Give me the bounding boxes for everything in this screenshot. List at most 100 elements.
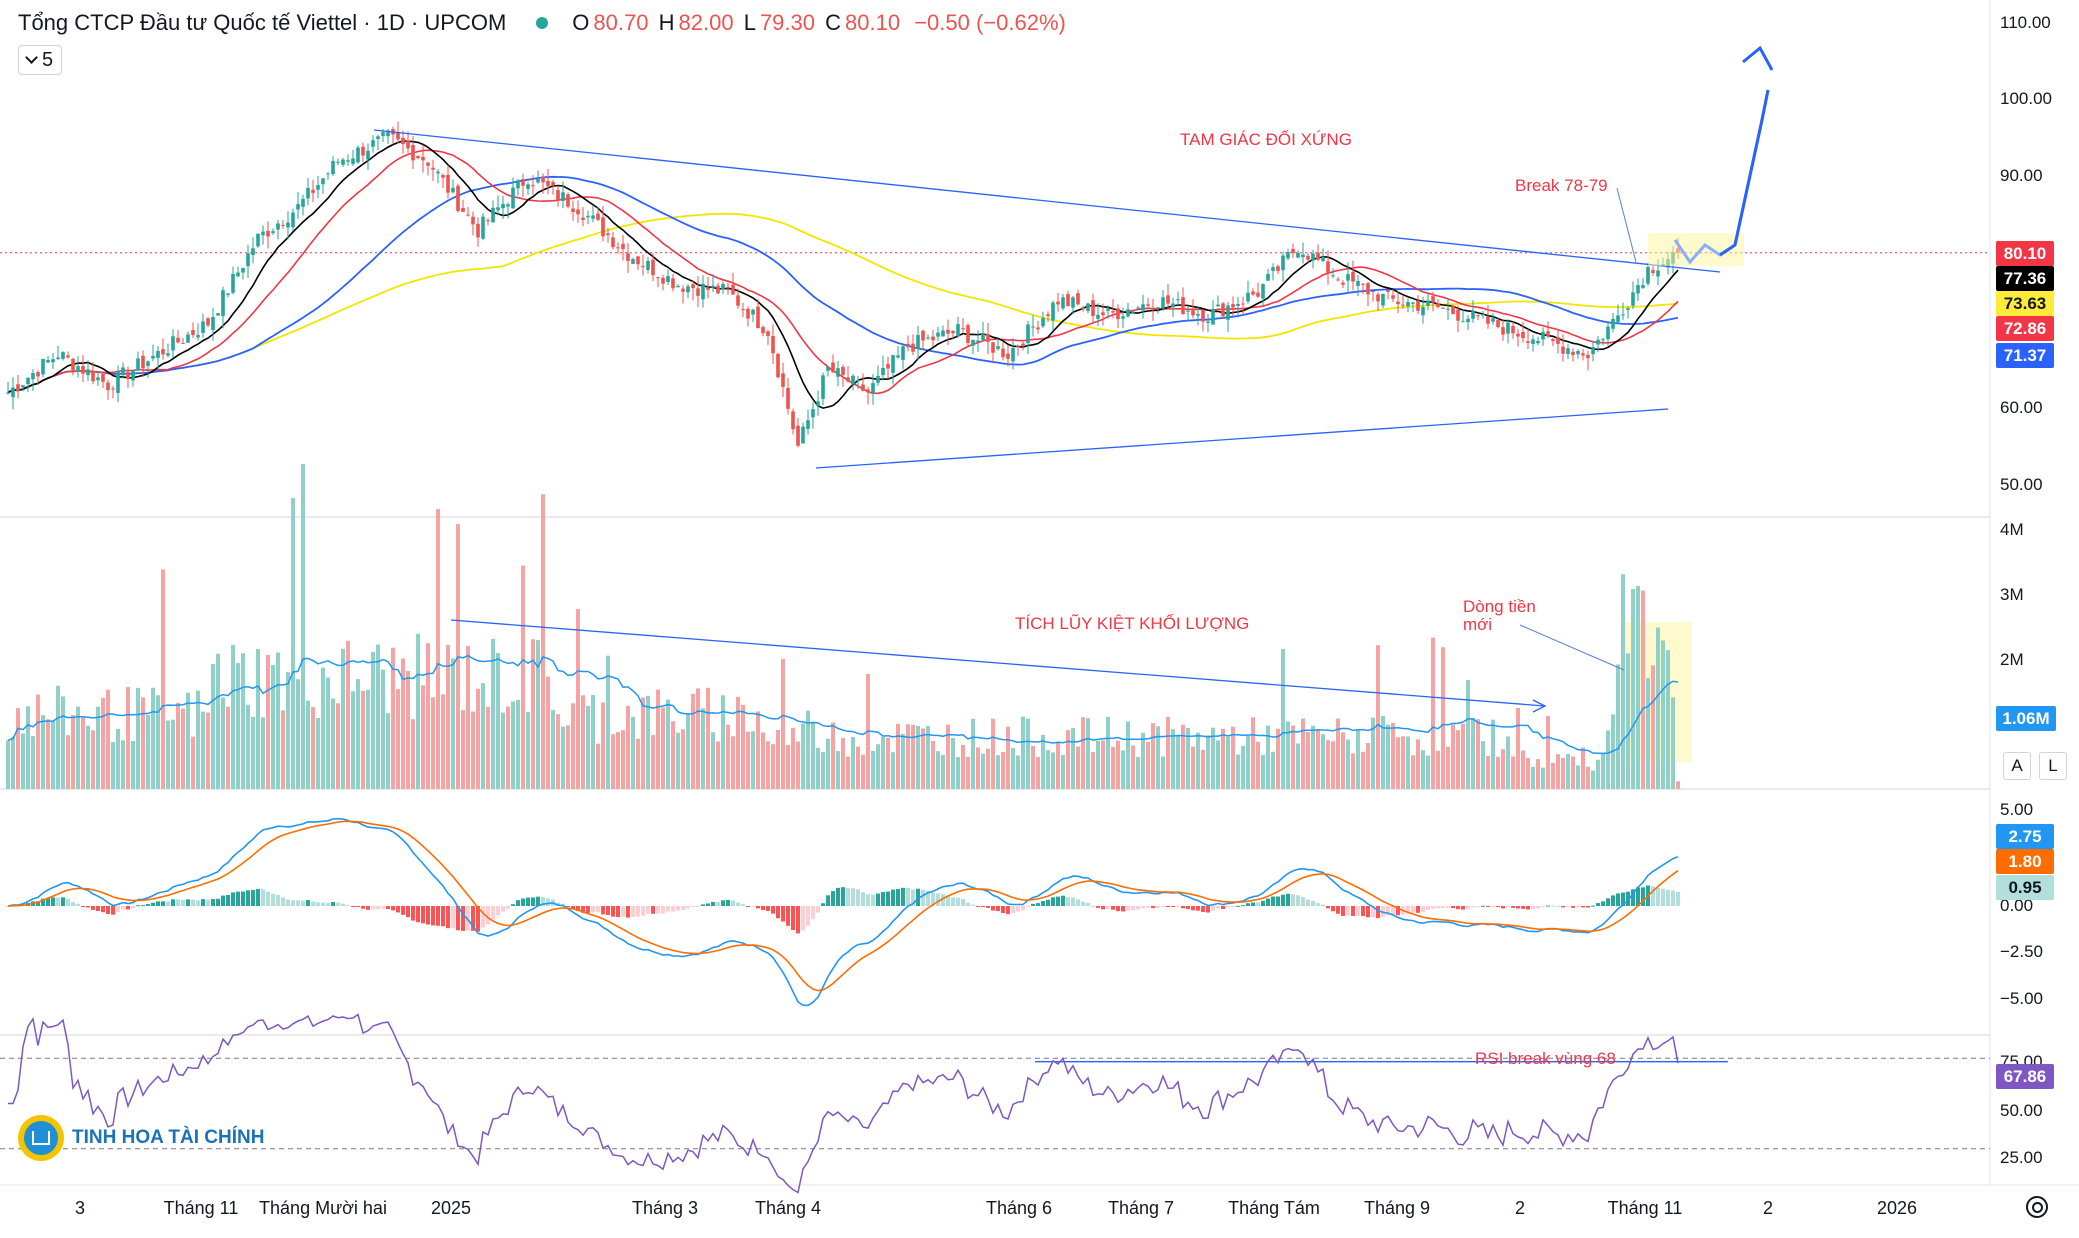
volume-bar <box>1251 717 1255 789</box>
volume-bar <box>1371 717 1375 789</box>
volume-bar <box>1106 716 1110 789</box>
candle-body <box>1336 279 1340 281</box>
volume-bar <box>656 689 660 789</box>
macd-histogram-bar <box>116 906 120 912</box>
volume-bar <box>521 565 525 789</box>
volume-bar <box>1306 731 1310 789</box>
candle-body <box>791 411 795 430</box>
candle-body <box>1211 309 1215 325</box>
log-scale-button[interactable]: L <box>2039 752 2067 780</box>
volume-bar <box>751 731 755 789</box>
volume-bar <box>1321 734 1325 789</box>
macd-histogram-bar <box>91 906 95 911</box>
candle-body <box>1291 248 1295 254</box>
volume-bar <box>471 711 475 789</box>
candle-body <box>736 295 740 306</box>
candle-body <box>976 340 980 342</box>
indicators-toggle-button[interactable]: 5 <box>18 45 63 75</box>
macd-histogram-bar <box>321 902 325 906</box>
macd-histogram-bar <box>1466 906 1470 910</box>
candle-body <box>796 425 800 446</box>
macd-histogram-bar <box>1096 906 1100 908</box>
macd-histogram-bar <box>326 902 330 906</box>
volume-bar <box>1021 716 1025 789</box>
candle-body <box>1306 255 1310 260</box>
macd-histogram-bar <box>1496 906 1500 907</box>
macd-histogram-bar <box>46 897 50 906</box>
volume-bar <box>676 732 680 789</box>
macd-histogram-bar <box>1126 906 1130 911</box>
volume-bar <box>1421 750 1425 789</box>
candle-body <box>236 272 240 277</box>
candle-body <box>1001 348 1005 358</box>
volume-bar <box>846 756 850 789</box>
candle-body <box>591 215 595 219</box>
macd-histogram-bar <box>1491 906 1495 907</box>
volume-bar <box>796 741 800 789</box>
macd-histogram-bar <box>1551 905 1555 907</box>
candle-body <box>1041 317 1045 327</box>
volume-bar <box>556 714 560 789</box>
macd-histogram-bar <box>1526 906 1530 910</box>
macd-histogram-bar <box>861 892 865 906</box>
candle-body <box>586 215 590 218</box>
macd-histogram-bar <box>201 899 205 906</box>
candle-body <box>536 178 540 183</box>
candle-body <box>1111 311 1115 313</box>
volume-bar <box>1341 732 1345 789</box>
candle-body <box>356 147 360 163</box>
volume-bar <box>391 647 395 789</box>
candle-body <box>1141 304 1145 311</box>
candle-body <box>856 380 860 382</box>
volume-bar <box>581 695 585 789</box>
macd-histogram-bar <box>1216 906 1220 909</box>
candle-body <box>371 140 375 147</box>
volume-bar <box>531 639 535 789</box>
projection-arrowhead <box>1742 45 1774 71</box>
auto-scale-button[interactable]: A <box>2003 752 2031 780</box>
volume-bar <box>926 726 930 789</box>
volume-bar <box>1086 718 1090 789</box>
candle-body <box>1366 283 1370 295</box>
macd-histogram-bar <box>1456 906 1460 910</box>
macd-histogram-bar <box>951 897 955 906</box>
volume-bar <box>741 704 745 789</box>
indicator-count: 5 <box>42 48 54 71</box>
macd-histogram-bar <box>1016 906 1020 912</box>
volume-bar <box>376 644 380 789</box>
macd-histogram-bar <box>656 906 660 914</box>
candle-body <box>461 208 465 212</box>
volume-bar <box>426 643 430 789</box>
macd-histogram-bar <box>1676 891 1680 906</box>
x-axis-label: 2026 <box>1876 1198 1918 1218</box>
volume-bar <box>286 672 290 789</box>
macd-histogram-bar <box>1581 906 1585 908</box>
macd-histogram-bar <box>241 891 245 906</box>
macd-histogram-bar <box>726 899 730 906</box>
volume-bar <box>326 677 330 789</box>
macd-histogram-bar <box>1356 906 1360 916</box>
macd-histogram-bar <box>721 900 725 906</box>
volume-bar <box>1231 726 1235 789</box>
volume-axis-label: 2M <box>2000 650 2024 669</box>
price-axis-label: 60.00 <box>2000 398 2043 417</box>
settings-gear-icon[interactable] <box>2026 1196 2048 1218</box>
candle-body <box>606 233 610 236</box>
candle-body <box>541 176 545 183</box>
x-axis-label: Tháng 9 <box>1363 1198 1431 1218</box>
macd-histogram-bar <box>221 895 225 906</box>
volume-bar <box>1491 719 1495 789</box>
candle-body <box>1126 309 1130 317</box>
volume-bar <box>206 712 210 789</box>
candle-body <box>126 372 130 379</box>
candle-body <box>616 247 620 249</box>
volume-bar <box>551 710 555 789</box>
candle-body <box>1476 315 1480 317</box>
candle-body <box>971 339 975 346</box>
candle-body <box>286 222 290 228</box>
volume-bar <box>201 711 205 789</box>
macd-histogram-bar <box>1231 906 1235 907</box>
candle-body <box>11 387 15 398</box>
macd-histogram-bar <box>206 899 210 906</box>
